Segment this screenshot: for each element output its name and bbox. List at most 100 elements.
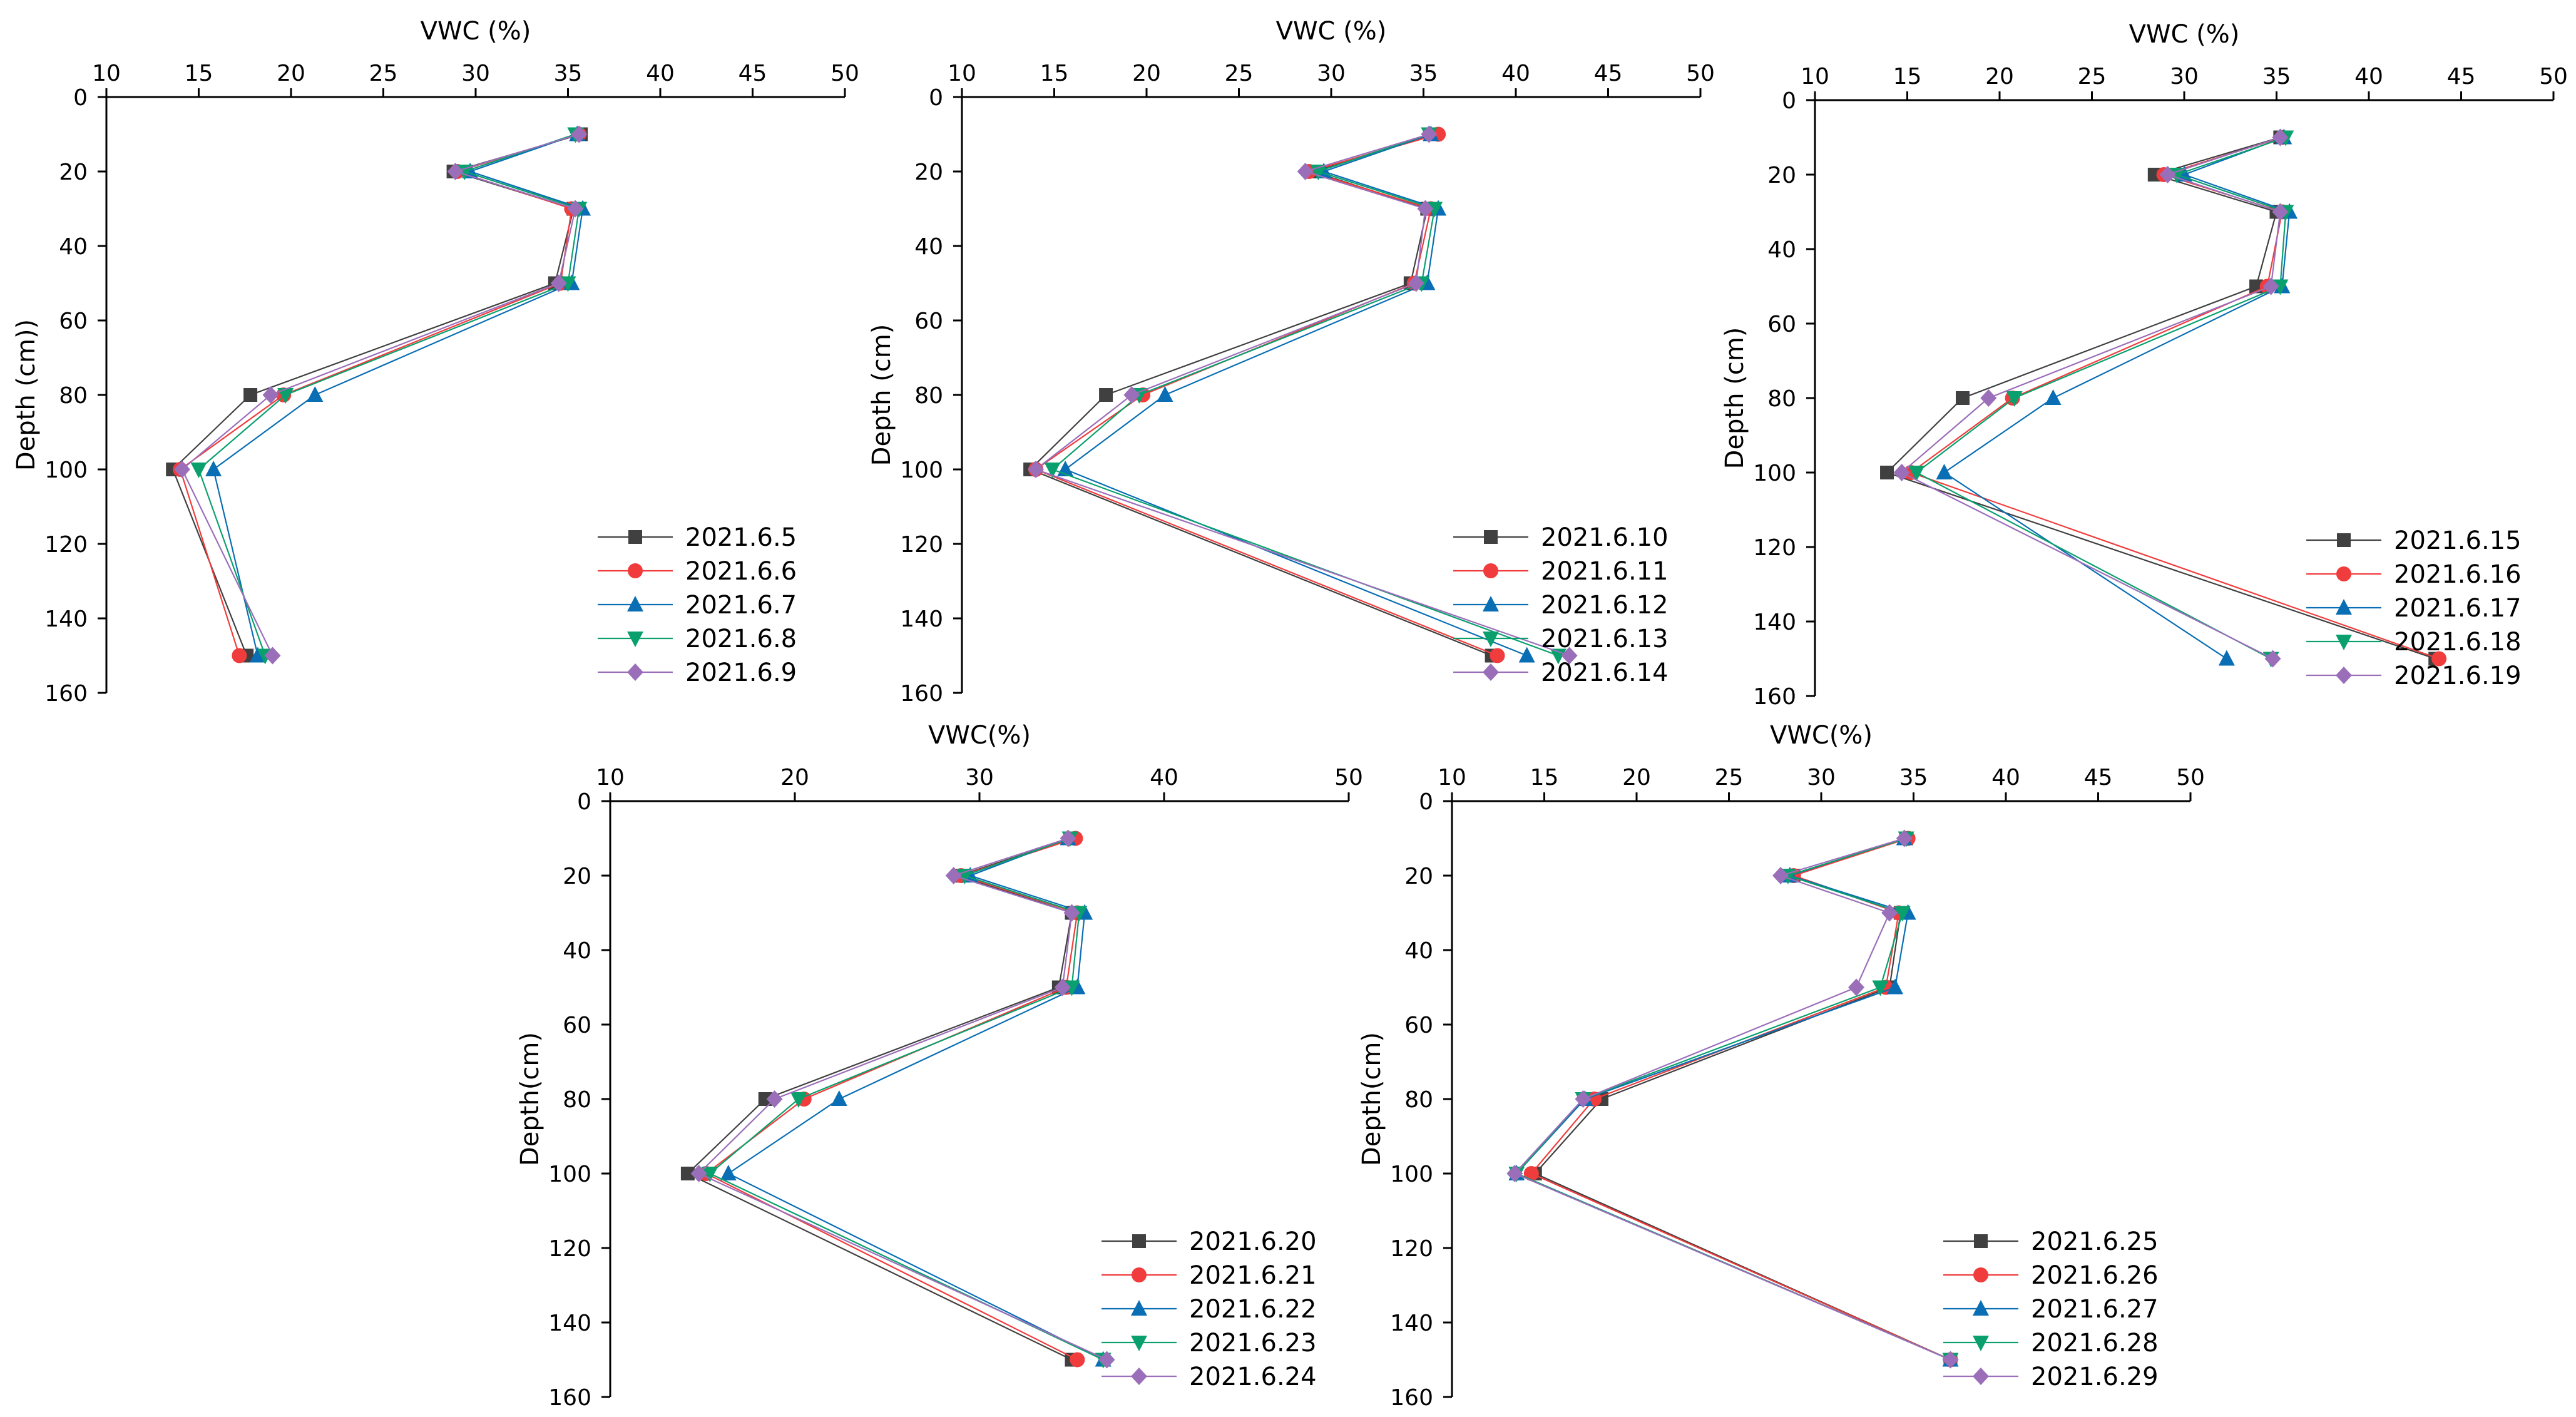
series-2 bbox=[698, 831, 1085, 1368]
data-point bbox=[1942, 1351, 1959, 1369]
y-tick-label: 40 bbox=[59, 234, 88, 260]
series-line bbox=[727, 837, 1104, 1361]
y-tick-label: 140 bbox=[900, 606, 943, 632]
y-tick-label: 0 bbox=[1419, 789, 1433, 815]
y-tick-label: 160 bbox=[900, 681, 943, 707]
data-point bbox=[1772, 867, 1789, 884]
y-axis-title: Depth (cm) bbox=[867, 324, 896, 466]
series-4 bbox=[1044, 127, 1567, 665]
y-tick-label: 100 bbox=[900, 458, 943, 483]
legend-label: 2021.6.22 bbox=[1189, 1295, 1317, 1324]
legend-swatch-marker bbox=[1973, 1300, 1989, 1316]
legend-label: 2021.6.9 bbox=[685, 658, 797, 687]
data-point bbox=[249, 647, 266, 663]
y-tick-label: 120 bbox=[44, 532, 88, 558]
x-tick-label: 10 bbox=[92, 61, 121, 86]
data-point bbox=[2176, 166, 2192, 182]
x-tick-label: 10 bbox=[1438, 765, 1466, 790]
legend-label: 2021.6.16 bbox=[2394, 560, 2522, 589]
data-point bbox=[690, 1165, 707, 1182]
y-tick-label: 60 bbox=[563, 1013, 591, 1038]
y-tick-label: 140 bbox=[548, 1311, 591, 1336]
data-point bbox=[2272, 203, 2289, 221]
y-tick-label: 0 bbox=[577, 789, 591, 815]
legend-label: 2021.6.17 bbox=[2394, 594, 2522, 623]
chart-panel-5: 10 15 20 25 30 35 40 45 50 0 20 40 60 80 100 120 140 160 V… bbox=[1357, 721, 2205, 1411]
data-point bbox=[1028, 461, 1044, 478]
data-point bbox=[1896, 829, 1913, 847]
y-tick-label: 60 bbox=[59, 309, 88, 334]
data-point bbox=[173, 461, 190, 478]
series-2 bbox=[173, 126, 587, 663]
y-tick-label: 0 bbox=[929, 85, 943, 111]
data-point bbox=[1157, 386, 1173, 402]
y-tick-label: 160 bbox=[548, 1385, 591, 1411]
x-tick-label: 40 bbox=[646, 61, 675, 86]
x-tick-label: 35 bbox=[1899, 765, 1928, 790]
x-tick-label: 20 bbox=[1132, 61, 1161, 86]
legend-label: 2021.6.21 bbox=[1189, 1261, 1317, 1290]
data-point bbox=[1123, 386, 1140, 404]
y-tick-label: 80 bbox=[1767, 386, 1796, 412]
x-tick-label: 30 bbox=[1807, 765, 1836, 790]
data-point bbox=[1506, 1165, 1523, 1182]
data-point bbox=[1523, 1166, 1539, 1181]
legend-swatch-marker bbox=[1483, 663, 1499, 681]
legend-swatch-marker bbox=[1484, 530, 1498, 544]
legend-swatch-marker bbox=[1973, 1267, 1988, 1282]
data-point bbox=[1887, 978, 1903, 995]
chart-panel-2: 10 15 20 25 30 35 40 45 50 0 20 40 60 80 100 120 140 160 V… bbox=[867, 17, 1715, 707]
x-axis-title: VWC (%) bbox=[1276, 17, 1387, 46]
x-tick-label: 10 bbox=[1801, 64, 1829, 90]
y-tick-label: 40 bbox=[1404, 938, 1433, 964]
x-tick-label: 30 bbox=[965, 765, 994, 790]
x-tick-label: 40 bbox=[1991, 765, 2020, 790]
y-axis-title: Depth (cm) bbox=[1720, 327, 1749, 469]
legend-swatch-marker bbox=[1131, 1368, 1147, 1385]
data-point bbox=[702, 1167, 718, 1182]
data-point bbox=[1099, 388, 1113, 402]
y-tick-label: 60 bbox=[914, 309, 943, 334]
y-tick-label: 100 bbox=[548, 1162, 591, 1187]
chart-panel-4: 10 20 30 40 50 0 20 40 60 80 100 120 140 160 VWC(%) Dep… bbox=[516, 721, 1363, 1411]
data-point bbox=[1908, 466, 1925, 481]
x-tick-label: 45 bbox=[2084, 765, 2113, 790]
data-point bbox=[945, 867, 962, 884]
data-point bbox=[720, 1165, 737, 1180]
series-5 bbox=[690, 829, 1115, 1369]
legend-label: 2021.6.29 bbox=[2031, 1363, 2159, 1391]
legend-swatch-marker bbox=[1131, 1300, 1147, 1316]
series-5 bbox=[1893, 128, 2289, 668]
x-tick-label: 25 bbox=[2078, 64, 2107, 90]
y-tick-label: 80 bbox=[563, 1087, 591, 1113]
data-point bbox=[205, 461, 222, 476]
y-tick-label: 140 bbox=[1753, 610, 1796, 635]
data-point bbox=[1848, 978, 1865, 996]
y-tick-label: 40 bbox=[914, 234, 943, 260]
y-tick-label: 80 bbox=[59, 383, 88, 409]
data-point bbox=[1893, 464, 1910, 481]
series-line bbox=[1915, 136, 2287, 660]
x-tick-label: 20 bbox=[277, 61, 305, 86]
data-point bbox=[790, 1092, 807, 1108]
legend: 2021.6.25 2021.6.26 2021.6.27 2021.6.28 2021… bbox=[1943, 1227, 2159, 1391]
data-point bbox=[1421, 125, 1438, 143]
x-tick-label: 20 bbox=[1622, 765, 1651, 790]
legend-swatch-marker bbox=[2336, 635, 2352, 650]
legend-swatch-marker bbox=[2337, 533, 2351, 547]
data-point bbox=[1417, 200, 1434, 218]
data-point bbox=[307, 386, 324, 402]
legend-label: 2021.6.26 bbox=[2031, 1261, 2159, 1290]
series-line bbox=[179, 133, 580, 656]
x-axis-title: VWC (%) bbox=[2129, 20, 2240, 49]
data-point bbox=[2159, 166, 2176, 183]
legend-swatch-marker bbox=[1974, 1234, 1988, 1248]
y-axis-title: Depth(cm) bbox=[516, 1032, 544, 1166]
legend-swatch-marker bbox=[2336, 566, 2351, 581]
x-tick-label: 40 bbox=[1150, 765, 1178, 790]
data-point bbox=[1956, 391, 1970, 405]
x-tick-label: 15 bbox=[185, 61, 213, 86]
data-point bbox=[243, 388, 258, 402]
legend-label: 2021.6.5 bbox=[685, 523, 797, 552]
